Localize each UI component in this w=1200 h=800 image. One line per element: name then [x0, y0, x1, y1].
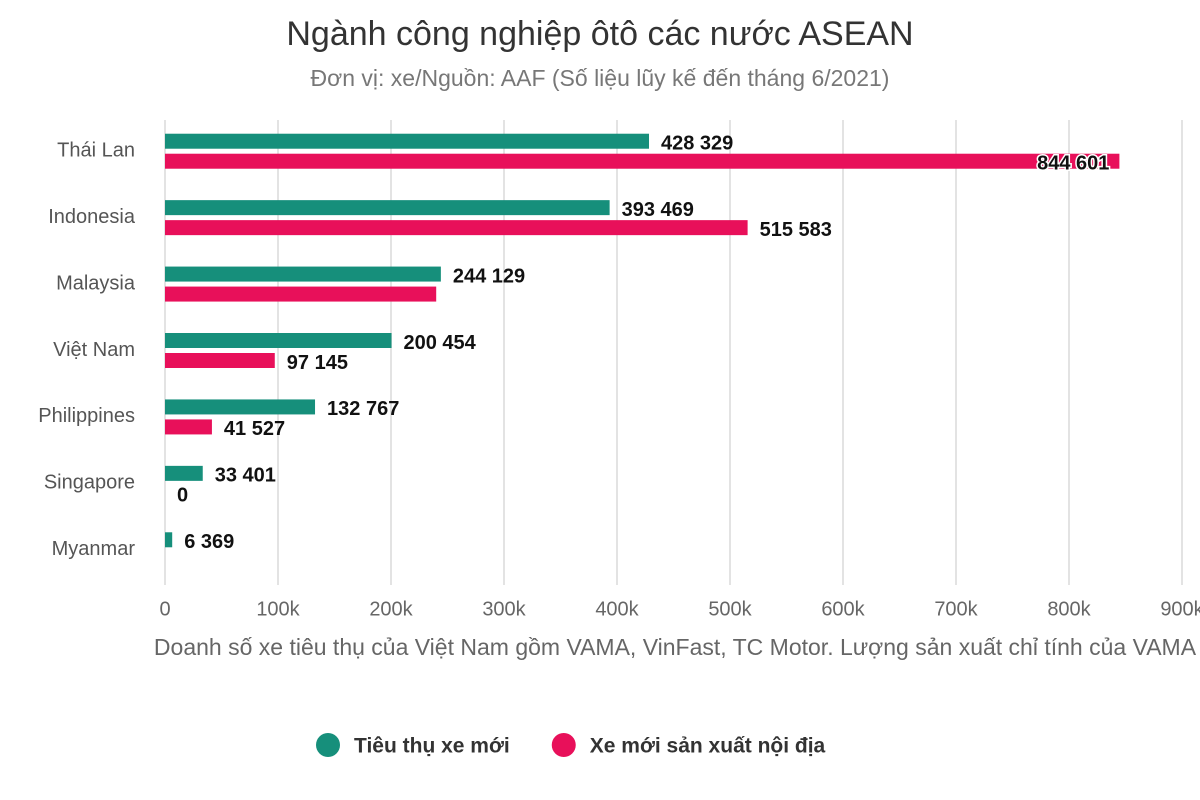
chart-subtitle: Đơn vị: xe/Nguồn: AAF (Số liệu lũy kế đế… [311, 65, 890, 91]
data-label: 132 767 [327, 398, 399, 420]
data-label: 244 129 [453, 265, 525, 287]
x-tick-label: 200k [369, 598, 413, 620]
bar [165, 465, 203, 481]
bar [165, 133, 650, 149]
x-tick-label: 900k [1160, 598, 1200, 620]
chart-title: Ngành công nghiệp ôtô các nước ASEAN [286, 15, 913, 53]
bar [165, 399, 316, 415]
legend-label: Xe mới sản xuất nội địa [590, 735, 826, 758]
data-label: 97 145 [287, 352, 348, 374]
data-label: 200 454 [404, 332, 477, 354]
x-tick-label: 700k [934, 598, 978, 620]
data-label: 33 401 [215, 465, 276, 487]
legend-marker [316, 733, 340, 757]
y-tick-label: Singapore [44, 472, 135, 494]
y-tick-label: Việt Nam [53, 339, 135, 361]
bar [165, 266, 441, 282]
x-tick-label: 100k [256, 598, 300, 620]
bar [165, 353, 275, 368]
data-label: 844 601 [1037, 152, 1109, 174]
data-label: 41 527 [224, 418, 285, 440]
bar [165, 153, 1120, 169]
x-tick-label: 300k [482, 598, 526, 620]
bar [165, 200, 610, 216]
y-tick-label: Philippines [38, 405, 135, 427]
y-tick-label: Thái Lan [57, 139, 135, 161]
x-axis-label: Doanh số xe tiêu thụ của Việt Nam gồm VA… [153, 634, 1197, 660]
x-tick-label: 600k [821, 598, 865, 620]
bar [165, 532, 173, 548]
data-label: 393 469 [622, 199, 694, 221]
x-tick-label: 800k [1047, 598, 1091, 620]
x-tick-label: 500k [708, 598, 752, 620]
x-tick-label: 0 [159, 598, 170, 620]
data-label: 428 329 [661, 132, 733, 154]
y-tick-label: Malaysia [56, 272, 136, 294]
legend-marker [551, 733, 576, 757]
bar [165, 333, 392, 348]
bar [165, 220, 748, 236]
y-tick-label: Indonesia [48, 206, 136, 228]
x-tick-label: 400k [595, 598, 639, 620]
y-tick-label: Myanmar [52, 538, 136, 560]
data-label: 515 583 [760, 219, 832, 241]
legend-label: Tiêu thụ xe mới [354, 735, 510, 758]
bar [165, 419, 212, 435]
data-label: 6 369 [184, 531, 234, 553]
data-label: 0 [177, 485, 188, 507]
bar [165, 286, 437, 302]
